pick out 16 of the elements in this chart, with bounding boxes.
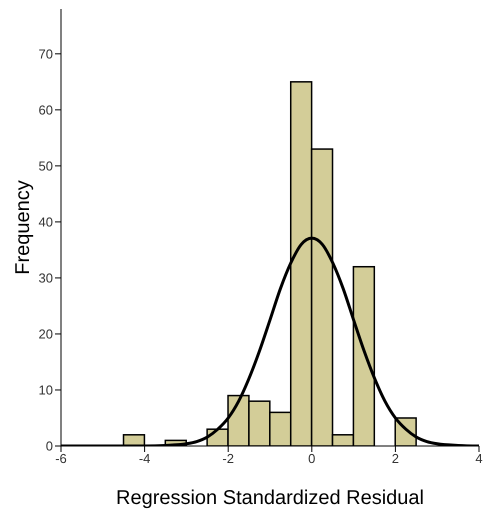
x-tick-label: 2 [392,451,400,466]
y-tick-label: 60 [38,102,53,118]
x-tick-label: 0 [308,451,316,466]
y-tick-label: 20 [38,326,53,342]
y-tick-label: 70 [38,46,53,62]
x-tick-label: -6 [55,451,67,466]
y-tick-label: 40 [38,214,53,230]
x-tick-label: -4 [138,451,150,466]
x-tick-label: -2 [222,451,234,466]
x-axis-title: Regression Standardized Residual [116,487,424,509]
y-axis-title: Frequency [12,180,34,275]
y-tick-label: 10 [38,382,53,398]
y-tick-label: 50 [38,158,53,174]
y-tick-label: 0 [46,438,53,454]
y-tick-label: 30 [38,270,53,286]
x-tick-label: 4 [475,451,483,466]
